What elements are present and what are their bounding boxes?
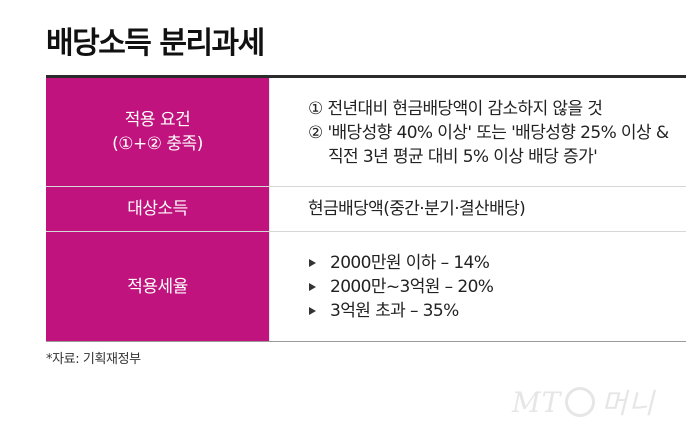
table-row-tax-rates: 적용세율 2000만원 이하 – 14% 2000만~3억원 – 20% 3억원… [46,232,686,342]
triangle-bullet-icon [309,258,316,267]
row-label-line: (①+② 충족) [112,134,203,154]
tax-rate-text: 2000만~3억원 – 20% [330,276,494,297]
row-label-requirements: 적용 요건 (①+② 충족) [46,78,270,186]
triangle-bullet-icon [309,282,316,291]
tax-rate-item: 2000만원 이하 – 14% [308,251,686,275]
tax-rate-item: 3억원 초과 – 35% [308,299,686,323]
info-table: 적용 요건 (①+② 충족) ① 전년대비 현금배당액이 감소하지 않을 것 ②… [46,78,686,342]
requirement-line-3: 직전 3년 평균 대비 5% 이상 배당 증가' [328,147,598,167]
page-title: 배당소득 분리과세 [46,26,265,61]
row-label-tax-rates: 적용세율 [46,232,270,341]
watermark-left-text: MT [512,385,562,419]
watermark-circle-icon [565,387,596,417]
table-row-target-income: 대상소득 현금배당액(중간·분기·결산배당) [46,187,686,232]
tax-rate-item: 2000만~3억원 – 20% [308,275,686,299]
watermark-right-text: 머니 [601,387,655,420]
tax-rate-text: 3억원 초과 – 35% [330,300,459,321]
row-label-line: 적용세율 [127,276,188,297]
row-label-line: 적용 요건 [124,110,191,130]
requirement-line-2: ② '배당성향 40% 이상' 또는 '배당성향 25% 이상 & [308,123,669,143]
table-top-rule [46,75,686,78]
source-note: *자료: 기획재정부 [46,352,141,367]
triangle-bullet-icon [309,306,316,315]
table-row-requirements: 적용 요건 (①+② 충족) ① 전년대비 현금배당액이 감소하지 않을 것 ②… [46,78,686,187]
row-label-line: 대상소득 [127,199,188,219]
row-content-target-income: 현금배당액(중간·분기·결산배당) [270,187,686,231]
row-content-tax-rates: 2000만원 이하 – 14% 2000만~3억원 – 20% 3억원 초과 –… [270,232,686,341]
row-label-target-income: 대상소득 [46,187,270,231]
tax-rate-text: 2000만원 이하 – 14% [330,252,490,273]
watermark-logo: MT 머니 [512,382,655,422]
row-content-requirements: ① 전년대비 현금배당액이 감소하지 않을 것 ② '배당성향 40% 이상' … [270,78,686,186]
requirement-line-1: ① 전년대비 현금배당액이 감소하지 않을 것 [308,99,603,119]
target-income-text: 현금배당액(중간·분기·결산배당) [308,199,526,219]
